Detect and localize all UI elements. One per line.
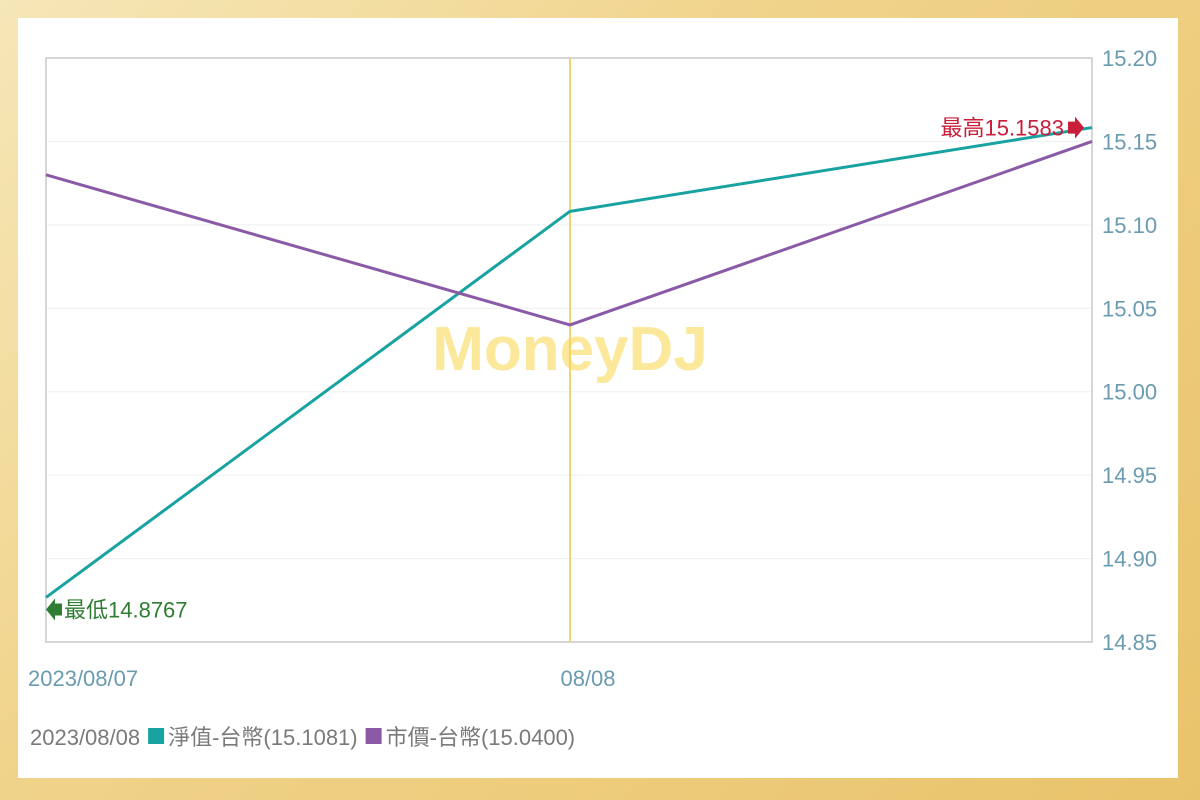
legend-date: 2023/08/08 [30,725,140,750]
legend-swatch-0 [148,728,165,744]
chart-card: MoneyDJ 15.20 15.15 15.10 15.05 15.00 14.95 14… [18,18,1178,778]
line-chart[interactable]: MoneyDJ 15.2015.1515.1015.0515.0014.9514… [18,18,1178,778]
legend: 2023/08/08 淨值-台幣(15.1081) 市價-台幣(15.0400) [30,725,575,750]
series-line-1 [45,140,1093,327]
y-tick-label: 14.95 [1102,463,1157,488]
legend-label-1: 市價-台幣(15.0400) [386,725,576,750]
annotations: 最高15.1583 最低14.8767 [46,116,1084,622]
high-label: 最高15.1583 [940,116,1064,141]
low-label: 最低14.8767 [64,597,188,622]
y-axis-ticks: 15.20 15.15 15.10 15.05 15.00 14.95 14.90 14.85 [1102,46,1157,655]
x-tick-label: 2023/08/07 [28,666,138,691]
y-tick-label: 15.15 [1102,129,1157,154]
y-tick-label: 15.05 [1102,296,1157,321]
y-tick-label: 14.85 [1102,630,1157,655]
y-tick-label: 15.00 [1102,380,1157,405]
series-layer [45,126,1093,599]
y-tick-label: 15.10 [1102,213,1157,238]
high-arrow-icon [1068,116,1084,139]
x-tick-label: 08/08 [560,666,615,691]
legend-swatch-1 [365,728,382,744]
low-arrow-icon [46,598,62,621]
y-tick-label: 15.20 [1102,46,1157,71]
legend-label-0: 淨值-台幣(15.1081) [168,725,358,750]
x-axis-ticks: 2023/08/07 08/08 [28,666,616,691]
series-line-0 [45,126,1093,599]
y-tick-label: 14.90 [1102,547,1157,572]
